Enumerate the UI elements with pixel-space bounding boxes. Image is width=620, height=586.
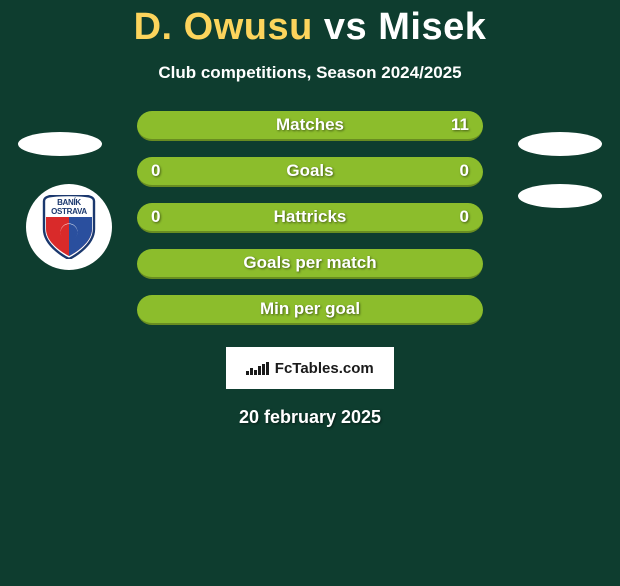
stat-rows: Matches 11 0 Goals 0 0 Hattricks 0 Goals…: [137, 111, 483, 325]
player2-header-oval: [518, 132, 602, 156]
player2-club-oval: [518, 184, 602, 208]
stat-right: 0: [460, 207, 469, 227]
player1-name: D. Owusu: [134, 6, 313, 48]
stat-left: 0: [151, 207, 160, 227]
club-shield-icon: BANÍK OSTRAVA: [40, 195, 98, 259]
source-text: FcTables.com: [275, 360, 374, 377]
subtitle: Club competitions, Season 2024/2025: [0, 63, 620, 83]
vs-separator: vs: [324, 6, 367, 48]
player1-header-oval: [18, 132, 102, 156]
stat-label: Min per goal: [260, 299, 360, 319]
player1-club-badge: BANÍK OSTRAVA: [26, 184, 112, 270]
stat-left: 0: [151, 161, 160, 181]
stat-label: Hattricks: [274, 207, 347, 227]
source-badge[interactable]: FcTables.com: [226, 347, 394, 389]
stat-label: Goals per match: [243, 253, 376, 273]
bar-chart-icon: [246, 362, 269, 375]
player2-name: Misek: [378, 6, 486, 48]
stat-right: 11: [451, 115, 469, 135]
snapshot-date: 20 february 2025: [0, 407, 620, 428]
stat-row-hattricks: 0 Hattricks 0: [137, 203, 483, 233]
stat-row-matches: Matches 11: [137, 111, 483, 141]
comparison-title: D. Owusu vs Misek: [0, 6, 620, 49]
stat-row-goals-per-match: Goals per match: [137, 249, 483, 279]
stat-row-min-per-goal: Min per goal: [137, 295, 483, 325]
stat-right: 0: [460, 161, 469, 181]
stat-label: Goals: [286, 161, 333, 181]
stat-label: Matches: [276, 115, 344, 135]
club-badge-text: BANÍK OSTRAVA: [40, 198, 98, 216]
stat-row-goals: 0 Goals 0: [137, 157, 483, 187]
